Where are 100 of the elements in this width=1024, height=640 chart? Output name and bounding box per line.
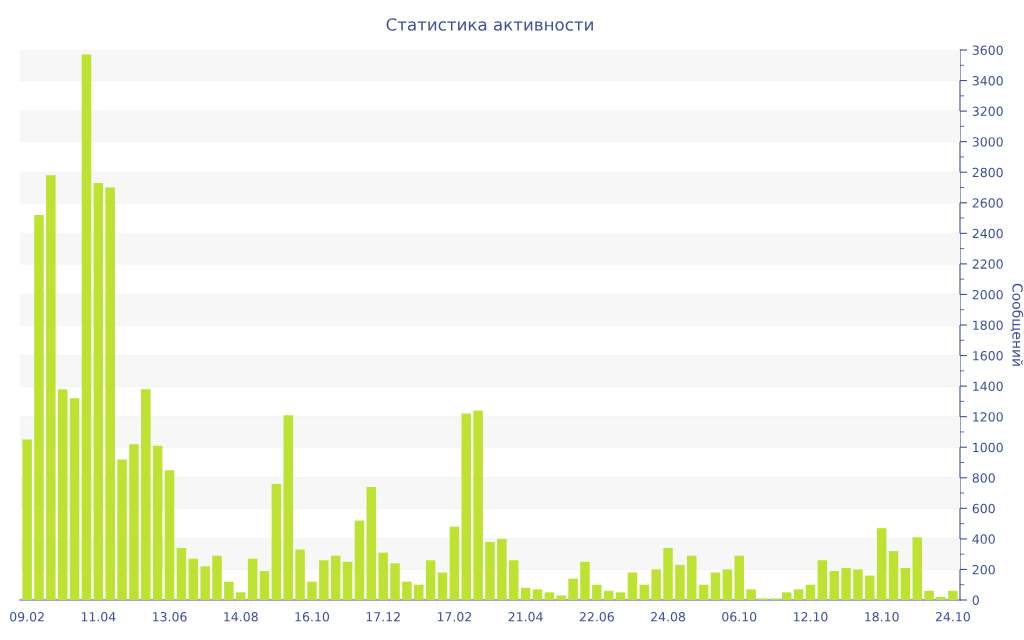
bar <box>247 558 258 600</box>
x-tick-label: 09.02 <box>10 612 44 622</box>
bar <box>639 584 650 600</box>
bar <box>57 389 68 600</box>
bar <box>948 590 958 600</box>
bar <box>93 182 104 600</box>
bar <box>46 175 56 600</box>
bar <box>651 569 661 600</box>
bar <box>330 555 341 600</box>
bar <box>69 398 80 600</box>
bar <box>259 570 270 600</box>
x-tick-label: 24.08 <box>651 612 686 622</box>
bar <box>888 551 899 600</box>
bar <box>627 572 638 600</box>
x-tick-label: 06.10 <box>722 612 757 622</box>
bar <box>556 595 566 600</box>
bar <box>746 589 756 600</box>
bar <box>675 564 685 600</box>
bar <box>212 555 222 600</box>
bar <box>615 592 626 600</box>
bar <box>912 537 923 600</box>
bar <box>734 555 744 600</box>
bar <box>853 569 863 600</box>
y-tick-label: 2800 <box>972 167 1003 178</box>
bar <box>425 560 436 600</box>
bar <box>105 187 115 600</box>
bar <box>34 215 44 600</box>
bar <box>152 445 163 600</box>
bar <box>22 439 32 600</box>
bar <box>437 572 448 600</box>
y-tick-label: 3600 <box>972 45 1003 55</box>
y-tick-label: 2600 <box>972 198 1003 208</box>
bar <box>876 528 887 600</box>
y-tick-label: 3000 <box>972 137 1003 147</box>
bar <box>603 590 614 600</box>
chart-title: Статистика активности <box>386 18 593 31</box>
bar <box>390 563 400 600</box>
y-tick-label: 600 <box>972 503 995 514</box>
y-tick-label: 1200 <box>973 412 1003 422</box>
y-tick-label: 3400 <box>972 76 1003 86</box>
bar <box>722 569 733 600</box>
y-tick-label: 400 <box>972 534 995 544</box>
bar <box>224 581 234 600</box>
bar <box>568 578 578 600</box>
bar <box>414 584 424 600</box>
bar <box>402 581 412 600</box>
y-tick-label: 1800 <box>973 320 1003 330</box>
bar <box>473 410 483 600</box>
bar <box>141 389 151 600</box>
bar <box>366 486 377 600</box>
y-tick-label: 200 <box>972 564 995 575</box>
y-tick-label: 800 <box>972 473 995 483</box>
bar <box>663 548 673 600</box>
bar <box>81 54 92 600</box>
x-tick-label: 14.08 <box>224 612 258 622</box>
bar <box>271 483 282 600</box>
bar <box>307 581 317 600</box>
y-tick-label: 2200 <box>972 259 1003 269</box>
bar <box>532 589 543 600</box>
bar <box>200 566 210 600</box>
bar <box>295 549 305 600</box>
x-tick-label: 22.06 <box>579 612 614 622</box>
bar <box>544 592 555 600</box>
bar <box>236 592 246 600</box>
bar <box>188 558 199 600</box>
x-tick-label: 17.12 <box>366 612 400 622</box>
x-tick-label: 16.10 <box>295 612 330 622</box>
y-tick-label: 0 <box>972 595 979 605</box>
bar <box>924 590 934 600</box>
x-tick-label: 18.10 <box>865 612 899 622</box>
bar <box>497 538 507 600</box>
y-tick-label: 2000 <box>972 289 1003 300</box>
bar <box>342 561 353 600</box>
bar <box>592 584 602 600</box>
bar <box>829 570 839 600</box>
y-tick-label: 2400 <box>972 228 1003 239</box>
bar <box>710 572 721 600</box>
y-tick-label: 3200 <box>972 106 1003 117</box>
x-tick-label: 21.04 <box>508 612 543 622</box>
bar <box>449 526 460 600</box>
bar <box>793 589 804 600</box>
y-tick-label: 1400 <box>973 381 1003 392</box>
bar <box>485 541 495 600</box>
bar <box>580 561 590 600</box>
bar <box>698 584 709 600</box>
bar <box>319 560 329 600</box>
bar <box>117 459 127 600</box>
bar <box>283 415 293 600</box>
bar <box>817 560 828 600</box>
bar <box>841 567 851 600</box>
bar <box>354 520 365 600</box>
bar <box>520 587 531 600</box>
x-tick-label: 24.10 <box>935 612 970 622</box>
x-tick-label: 11.04 <box>81 612 116 622</box>
bar <box>865 575 875 600</box>
bar <box>900 567 911 600</box>
bar <box>164 470 175 600</box>
y-tick-label: 1600 <box>973 351 1003 361</box>
bar <box>378 552 388 600</box>
y-axis-title: Сообщений <box>1010 283 1024 366</box>
